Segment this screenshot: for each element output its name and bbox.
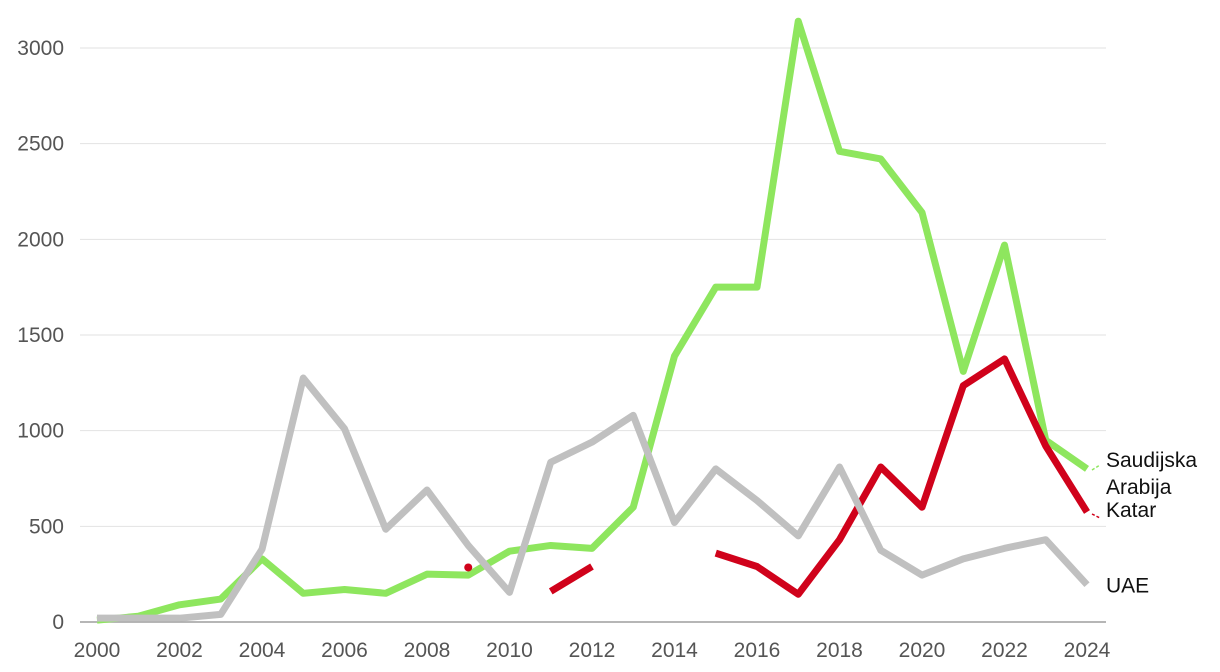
series-lines xyxy=(96,17,1090,624)
x-tick-label: 2020 xyxy=(899,639,946,662)
series-line-katar xyxy=(548,563,594,595)
y-tick-label: 1000 xyxy=(17,420,64,443)
label-leader-saudijska-arabija xyxy=(1091,464,1101,471)
x-tick-label: 2004 xyxy=(239,639,286,662)
x-axis-tick-labels: 2000 2002 2004 2006 2008 2010 2012 2014 2016 2018… xyxy=(74,639,1111,662)
x-tick-label: 2010 xyxy=(486,639,533,662)
y-tick-label: 500 xyxy=(29,515,64,538)
series-line-saudijska-arabija xyxy=(96,17,1089,624)
series-line-katar xyxy=(714,355,1090,598)
series-point-katar xyxy=(464,563,473,572)
y-tick-label: 0 xyxy=(52,611,64,634)
y-axis-tick-labels: 0 500 1000 1500 2000 2500 3000 xyxy=(17,37,64,634)
x-tick-label: 2016 xyxy=(734,639,781,662)
x-tick-label: 2024 xyxy=(1064,639,1111,662)
x-tick-label: 2014 xyxy=(651,639,698,662)
x-tick-label: 2006 xyxy=(321,639,368,662)
series-label-uae: UAE xyxy=(1106,575,1149,598)
x-tick-label: 2002 xyxy=(156,639,203,662)
x-tick-label: 2012 xyxy=(569,639,616,662)
gridlines xyxy=(80,47,1106,623)
y-tick-label: 2500 xyxy=(17,133,64,156)
x-tick-label: 2018 xyxy=(816,639,863,662)
series-label-saudijska-arabija: Arabija xyxy=(1106,476,1172,499)
y-tick-label: 2000 xyxy=(17,228,64,251)
label-leader-katar xyxy=(1091,513,1101,519)
series-label-saudijska-arabija: Saudijska xyxy=(1106,449,1197,472)
y-tick-label: 3000 xyxy=(17,37,64,60)
x-tick-label: 2022 xyxy=(981,639,1028,662)
y-tick-label: 1500 xyxy=(17,324,64,347)
series-line-uae xyxy=(97,374,1090,622)
series-label-katar: Katar xyxy=(1106,499,1156,522)
x-tick-label: 2008 xyxy=(404,639,451,662)
x-tick-label: 2000 xyxy=(74,639,121,662)
